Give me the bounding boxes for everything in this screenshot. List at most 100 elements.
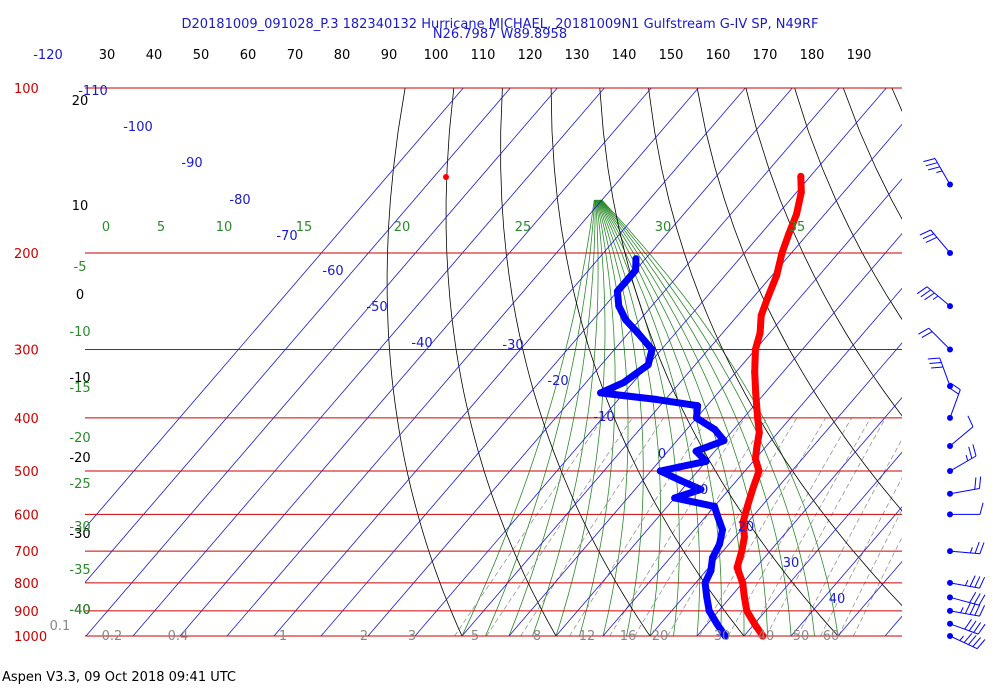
wind-barb-staff <box>926 286 951 307</box>
mixing-ratio-label: 30 <box>714 629 731 644</box>
top-axis-label: 70 <box>287 48 304 63</box>
top-axis-label: 150 <box>659 48 684 63</box>
isotherm-line <box>508 178 902 637</box>
temperature-profile-point <box>738 547 746 555</box>
wind-barb-flag <box>927 357 940 360</box>
dewpoint-profile-point <box>622 316 630 324</box>
wind-barb-flag <box>976 639 986 650</box>
wind-barb-flag <box>918 327 930 335</box>
moist-adiabat-label: 25 <box>515 220 532 235</box>
wind-barb-staff <box>949 426 974 447</box>
top-axis-label: 60 <box>240 48 257 63</box>
wind-barb-flag <box>973 593 981 605</box>
dry-adiabat-line <box>891 87 902 112</box>
isotherm-line <box>602 287 902 637</box>
temperature-profile-point <box>755 467 763 475</box>
wind-barb-flag <box>979 576 986 589</box>
dry-adiabat-line <box>648 87 902 607</box>
isotherm-line <box>696 397 902 637</box>
wind-barb-staff <box>949 550 980 555</box>
dry-adiabat-line <box>500 87 651 637</box>
mixing-ratio-label: 3 <box>408 629 416 644</box>
isotherm-line <box>273 87 746 637</box>
wind-barb-flag <box>948 386 959 395</box>
dry-adiabat-line <box>745 87 902 417</box>
moist-adiabat-label: 10 <box>216 220 233 235</box>
temperature-profile-point <box>797 188 805 196</box>
wind-barb-flag <box>969 547 973 554</box>
chart-title: D20181009_091028_P.3 182340132 Hurricane… <box>181 17 819 32</box>
pressure-label: 900 <box>14 605 39 620</box>
isotherm-label: -40 <box>411 336 432 351</box>
wind-barb-flag <box>922 233 935 240</box>
temperature-profile-point <box>751 455 759 463</box>
isotherm-label: 30 <box>783 556 800 571</box>
pressure-label: 300 <box>14 343 39 358</box>
wind-barb-flag <box>979 476 982 489</box>
mixing-ratio-line <box>853 536 902 637</box>
wind-barb-flag <box>968 620 977 632</box>
mixing-ratio-label: 0.2 <box>102 629 123 644</box>
moist-adiabat-label: -25 <box>69 477 90 492</box>
dewpoint-profile-point <box>632 255 640 263</box>
mixing-ratio-label: 2 <box>360 629 368 644</box>
dry-adiabat-line <box>794 87 902 320</box>
wind-barb-flag <box>974 576 981 588</box>
dewpoint-profile-point <box>697 485 705 493</box>
temperature-profile-point <box>778 249 786 257</box>
top-axis-label: 190 <box>847 48 872 63</box>
moist-adiabat-label: 15 <box>296 220 313 235</box>
top-axis-label: 170 <box>753 48 778 63</box>
wind-barb-flag <box>928 166 940 171</box>
isotherm-line <box>179 87 652 637</box>
wind-barb-staff <box>949 488 980 495</box>
wind-barb-flag <box>919 229 931 236</box>
mixing-ratio-label: 8 <box>533 629 541 644</box>
dry-adiabat-line <box>599 87 839 637</box>
isotherm-line <box>85 87 558 637</box>
isotherm-line <box>320 87 793 637</box>
moist-adiabat-label: 35 <box>789 220 806 235</box>
temperature-profile-point <box>793 210 800 218</box>
dewpoint-profile-point <box>709 554 716 562</box>
wind-barb-flag <box>950 382 961 391</box>
isotherm-line <box>132 87 605 637</box>
pressure-label: 400 <box>14 412 39 427</box>
temperature-profile-point <box>753 442 761 450</box>
moist-adiabat-label: -20 <box>69 431 90 446</box>
mixing-ratio-label: 0.4 <box>168 629 189 644</box>
isotherm-label: -80 <box>229 193 250 208</box>
temperature-profile-point <box>739 579 747 587</box>
wind-barb-flag <box>925 236 938 243</box>
moist-adiabat-label: 5 <box>157 220 165 235</box>
mixing-ratio-label: 5 <box>471 629 479 644</box>
dewpoint-profile-point <box>634 329 642 337</box>
moist-adiabat-label: -30 <box>69 520 90 535</box>
dewpoint-profile-point <box>711 426 719 433</box>
temperature-profile-point <box>443 174 449 180</box>
dewpoint-profile-point <box>703 593 711 601</box>
isotherm-label: -50 <box>366 300 387 315</box>
wind-barb-flag <box>972 637 981 647</box>
wind-barb-flag <box>969 603 976 615</box>
wind-barb-staff <box>930 229 951 254</box>
temperature-profile-point <box>759 632 767 640</box>
top-axis-label: 120 <box>518 48 543 63</box>
dry-adiabat-label: -20 <box>69 451 90 466</box>
wind-barb-staff <box>934 158 951 185</box>
dry-adiabat-line <box>989 88 1000 636</box>
wind-barb-staff <box>949 596 980 606</box>
wind-barb-flag <box>924 292 935 301</box>
wind-barb-flag <box>969 575 976 587</box>
dry-adiabat-label: 0 <box>76 288 84 303</box>
temperature-profile-point <box>751 620 758 628</box>
mixing-ratio-label: 1 <box>279 629 287 644</box>
wind-barb-flag <box>968 635 977 645</box>
temperature-profile-point <box>733 564 741 571</box>
isotherm-label: -60 <box>322 264 343 279</box>
dewpoint-profile-point <box>648 346 656 353</box>
wind-barb-flag <box>923 158 936 163</box>
temperature-profile-point <box>749 485 757 493</box>
temperature-profile-point <box>773 272 781 280</box>
dewpoint-profile-point <box>720 437 728 445</box>
